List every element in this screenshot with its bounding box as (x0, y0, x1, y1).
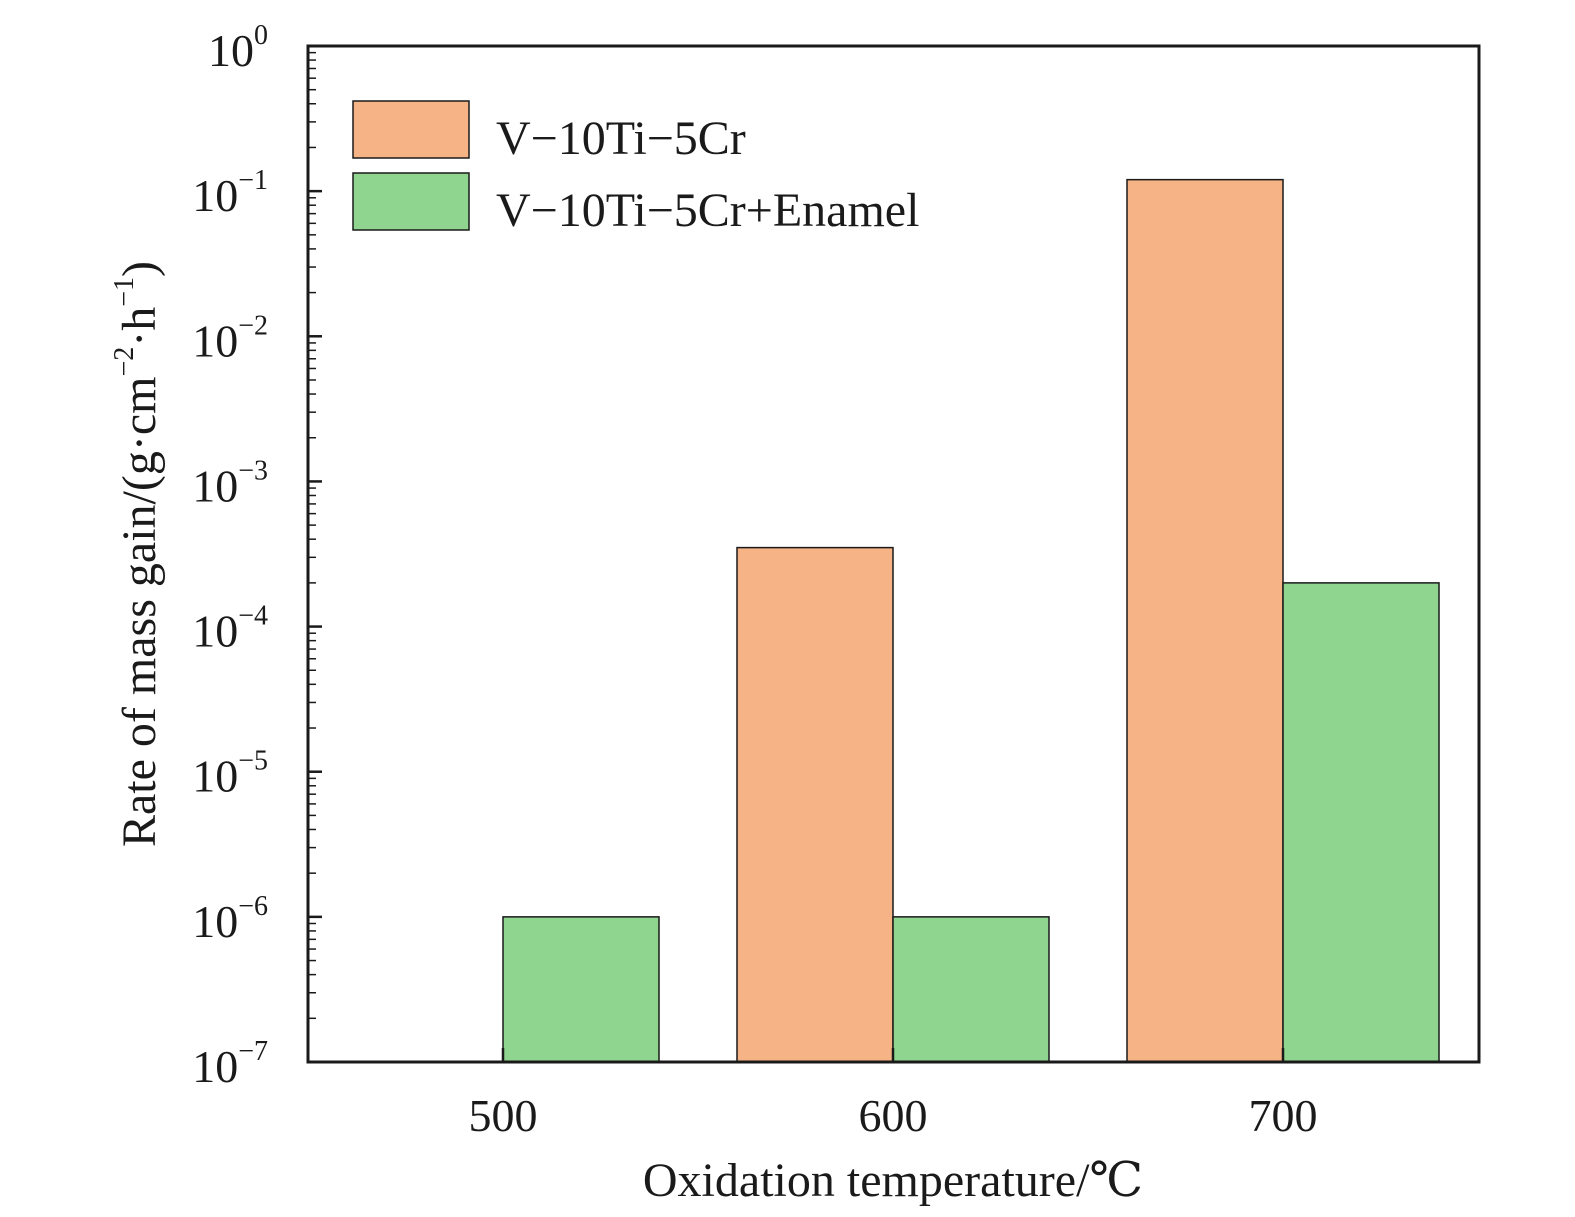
x-axis-label: Oxidation temperature/℃ (643, 1154, 1143, 1207)
y-axis-label-sup2: −1 (109, 277, 140, 307)
y-axis-label-end: ) (113, 261, 166, 277)
y-axis-label: Rate of mass gain/(g·cm−2·h−1) (109, 261, 166, 847)
legend: V−10Ti−5Cr V−10Ti−5Cr+Enamel (352, 100, 919, 237)
y-axis-label-sup1: −2 (109, 347, 140, 377)
y-ticks: 100 10−1 10−2 10−3 10−4 10−5 10−6 10−7 (192, 20, 322, 1092)
bar-v10ti5cr-enamel-500 (502, 916, 660, 1063)
y-tick-label: 10−2 (192, 310, 268, 366)
legend-swatch-v10ti5cr-enamel (352, 172, 470, 231)
minor-ticks (308, 51, 316, 1020)
legend-label-v10ti5cr-enamel: V−10Ti−5Cr+Enamel (496, 184, 919, 237)
y-axis-label-main: Rate of mass gain/(g·cm (113, 377, 166, 848)
x-tick-label: 600 (859, 1090, 928, 1141)
y-tick-label: 10−1 (192, 165, 268, 221)
y-tick-label: 10−4 (192, 601, 268, 657)
y-tick-label: 10−3 (192, 455, 268, 511)
x-tick-label: 500 (469, 1090, 538, 1141)
y-tick-label: 10−6 (192, 891, 268, 947)
y-tick-label: 100 (208, 20, 268, 76)
x-ticks: 500 600 700 (469, 1048, 1318, 1141)
bar-v10ti5cr-700 (1126, 178, 1284, 1063)
y-tick-label: 10−5 (192, 746, 268, 802)
bar-v10ti5cr-enamel-700 (1282, 582, 1440, 1063)
bar-v10ti5cr-enamel-600 (892, 916, 1050, 1063)
y-axis-label-mid: ·h (113, 307, 166, 347)
bars (502, 178, 1440, 1063)
bar-v10ti5cr-600 (736, 546, 894, 1063)
legend-swatch-v10ti5cr (352, 100, 470, 159)
x-tick-label: 700 (1249, 1090, 1318, 1141)
legend-label-v10ti5cr: V−10Ti−5Cr (496, 112, 746, 165)
y-tick-label: 10−7 (192, 1036, 268, 1092)
